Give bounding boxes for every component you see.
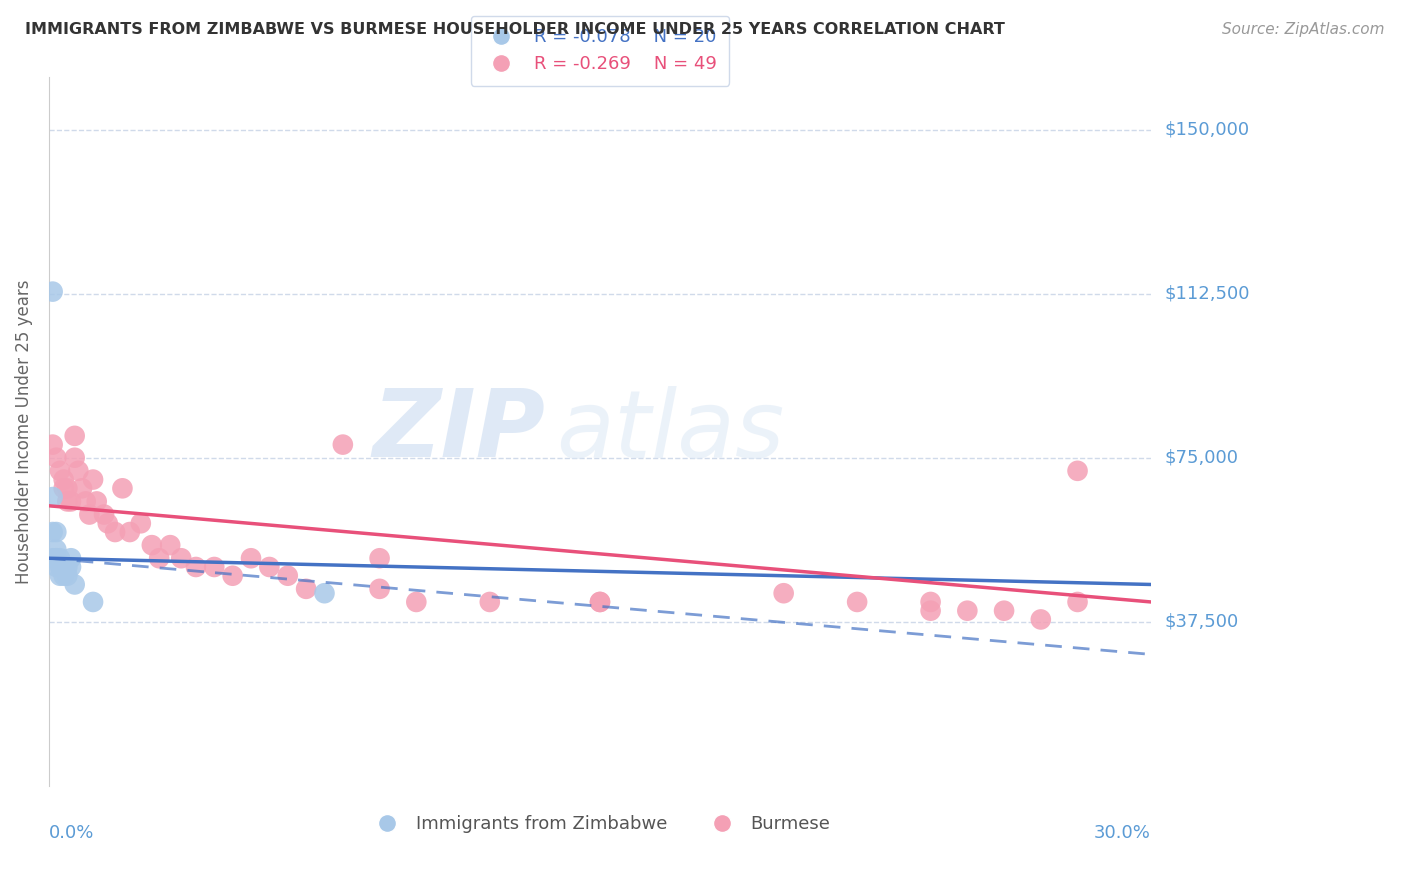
Point [41,437,63,451]
Point [41,524,63,539]
Point [846,595,869,609]
Point [93,508,115,522]
Point [82,595,104,609]
Point [111,481,134,495]
Point [772,586,794,600]
Text: $75,000: $75,000 [1166,449,1239,467]
Point [45,551,67,566]
Point [259,560,281,574]
Point [148,551,170,566]
Text: 30.0%: 30.0% [1094,824,1152,842]
Point [1066,595,1088,609]
Point [49,464,72,478]
Text: ZIP: ZIP [373,385,546,477]
Text: Source: ZipAtlas.com: Source: ZipAtlas.com [1222,22,1385,37]
Text: $37,500: $37,500 [1166,613,1239,631]
Point [49,551,72,566]
Point [478,595,501,609]
Point [240,551,263,566]
Legend: Immigrants from Zimbabwe, Burmese: Immigrants from Zimbabwe, Burmese [363,808,838,840]
Point [589,595,612,609]
Point [79,508,101,522]
Point [60,494,83,508]
Point [82,473,104,487]
Text: IMMIGRANTS FROM ZIMBABWE VS BURMESE HOUSEHOLDER INCOME UNDER 25 YEARS CORRELATIO: IMMIGRANTS FROM ZIMBABWE VS BURMESE HOUS… [25,22,1005,37]
Point [70,481,93,495]
Text: 0.0%: 0.0% [49,824,94,842]
Point [63,450,86,465]
Point [141,538,163,552]
Point [60,560,83,574]
Point [1066,464,1088,478]
Point [45,560,67,574]
Point [63,577,86,591]
Point [97,516,120,531]
Point [56,481,79,495]
Point [314,586,336,600]
Point [129,516,152,531]
Point [52,568,75,582]
Point [52,473,75,487]
Point [56,494,79,508]
Point [60,551,83,566]
Point [993,604,1015,618]
Point [1029,612,1052,626]
Point [45,450,67,465]
Point [405,595,427,609]
Point [41,285,63,299]
Point [202,560,225,574]
Point [170,551,193,566]
Point [49,568,72,582]
Point [56,560,79,574]
Point [52,481,75,495]
Point [75,494,97,508]
Point [368,582,391,596]
Point [41,551,63,566]
Point [104,524,127,539]
Text: $150,000: $150,000 [1166,121,1250,139]
Text: atlas: atlas [555,386,785,477]
Point [295,582,318,596]
Text: $112,500: $112,500 [1166,285,1250,302]
Point [63,429,86,443]
Point [56,568,79,582]
Point [45,542,67,557]
Point [49,560,72,574]
Point [41,490,63,504]
Point [920,595,942,609]
Point [159,538,181,552]
Point [956,604,979,618]
Point [920,604,942,618]
Point [184,560,207,574]
Point [45,524,67,539]
Point [52,560,75,574]
Point [86,494,108,508]
Y-axis label: Householder Income Under 25 years: Householder Income Under 25 years [15,279,32,583]
Point [589,595,612,609]
Point [277,568,299,582]
Point [67,464,90,478]
Point [118,524,141,539]
Point [221,568,243,582]
Point [332,437,354,451]
Point [368,551,391,566]
